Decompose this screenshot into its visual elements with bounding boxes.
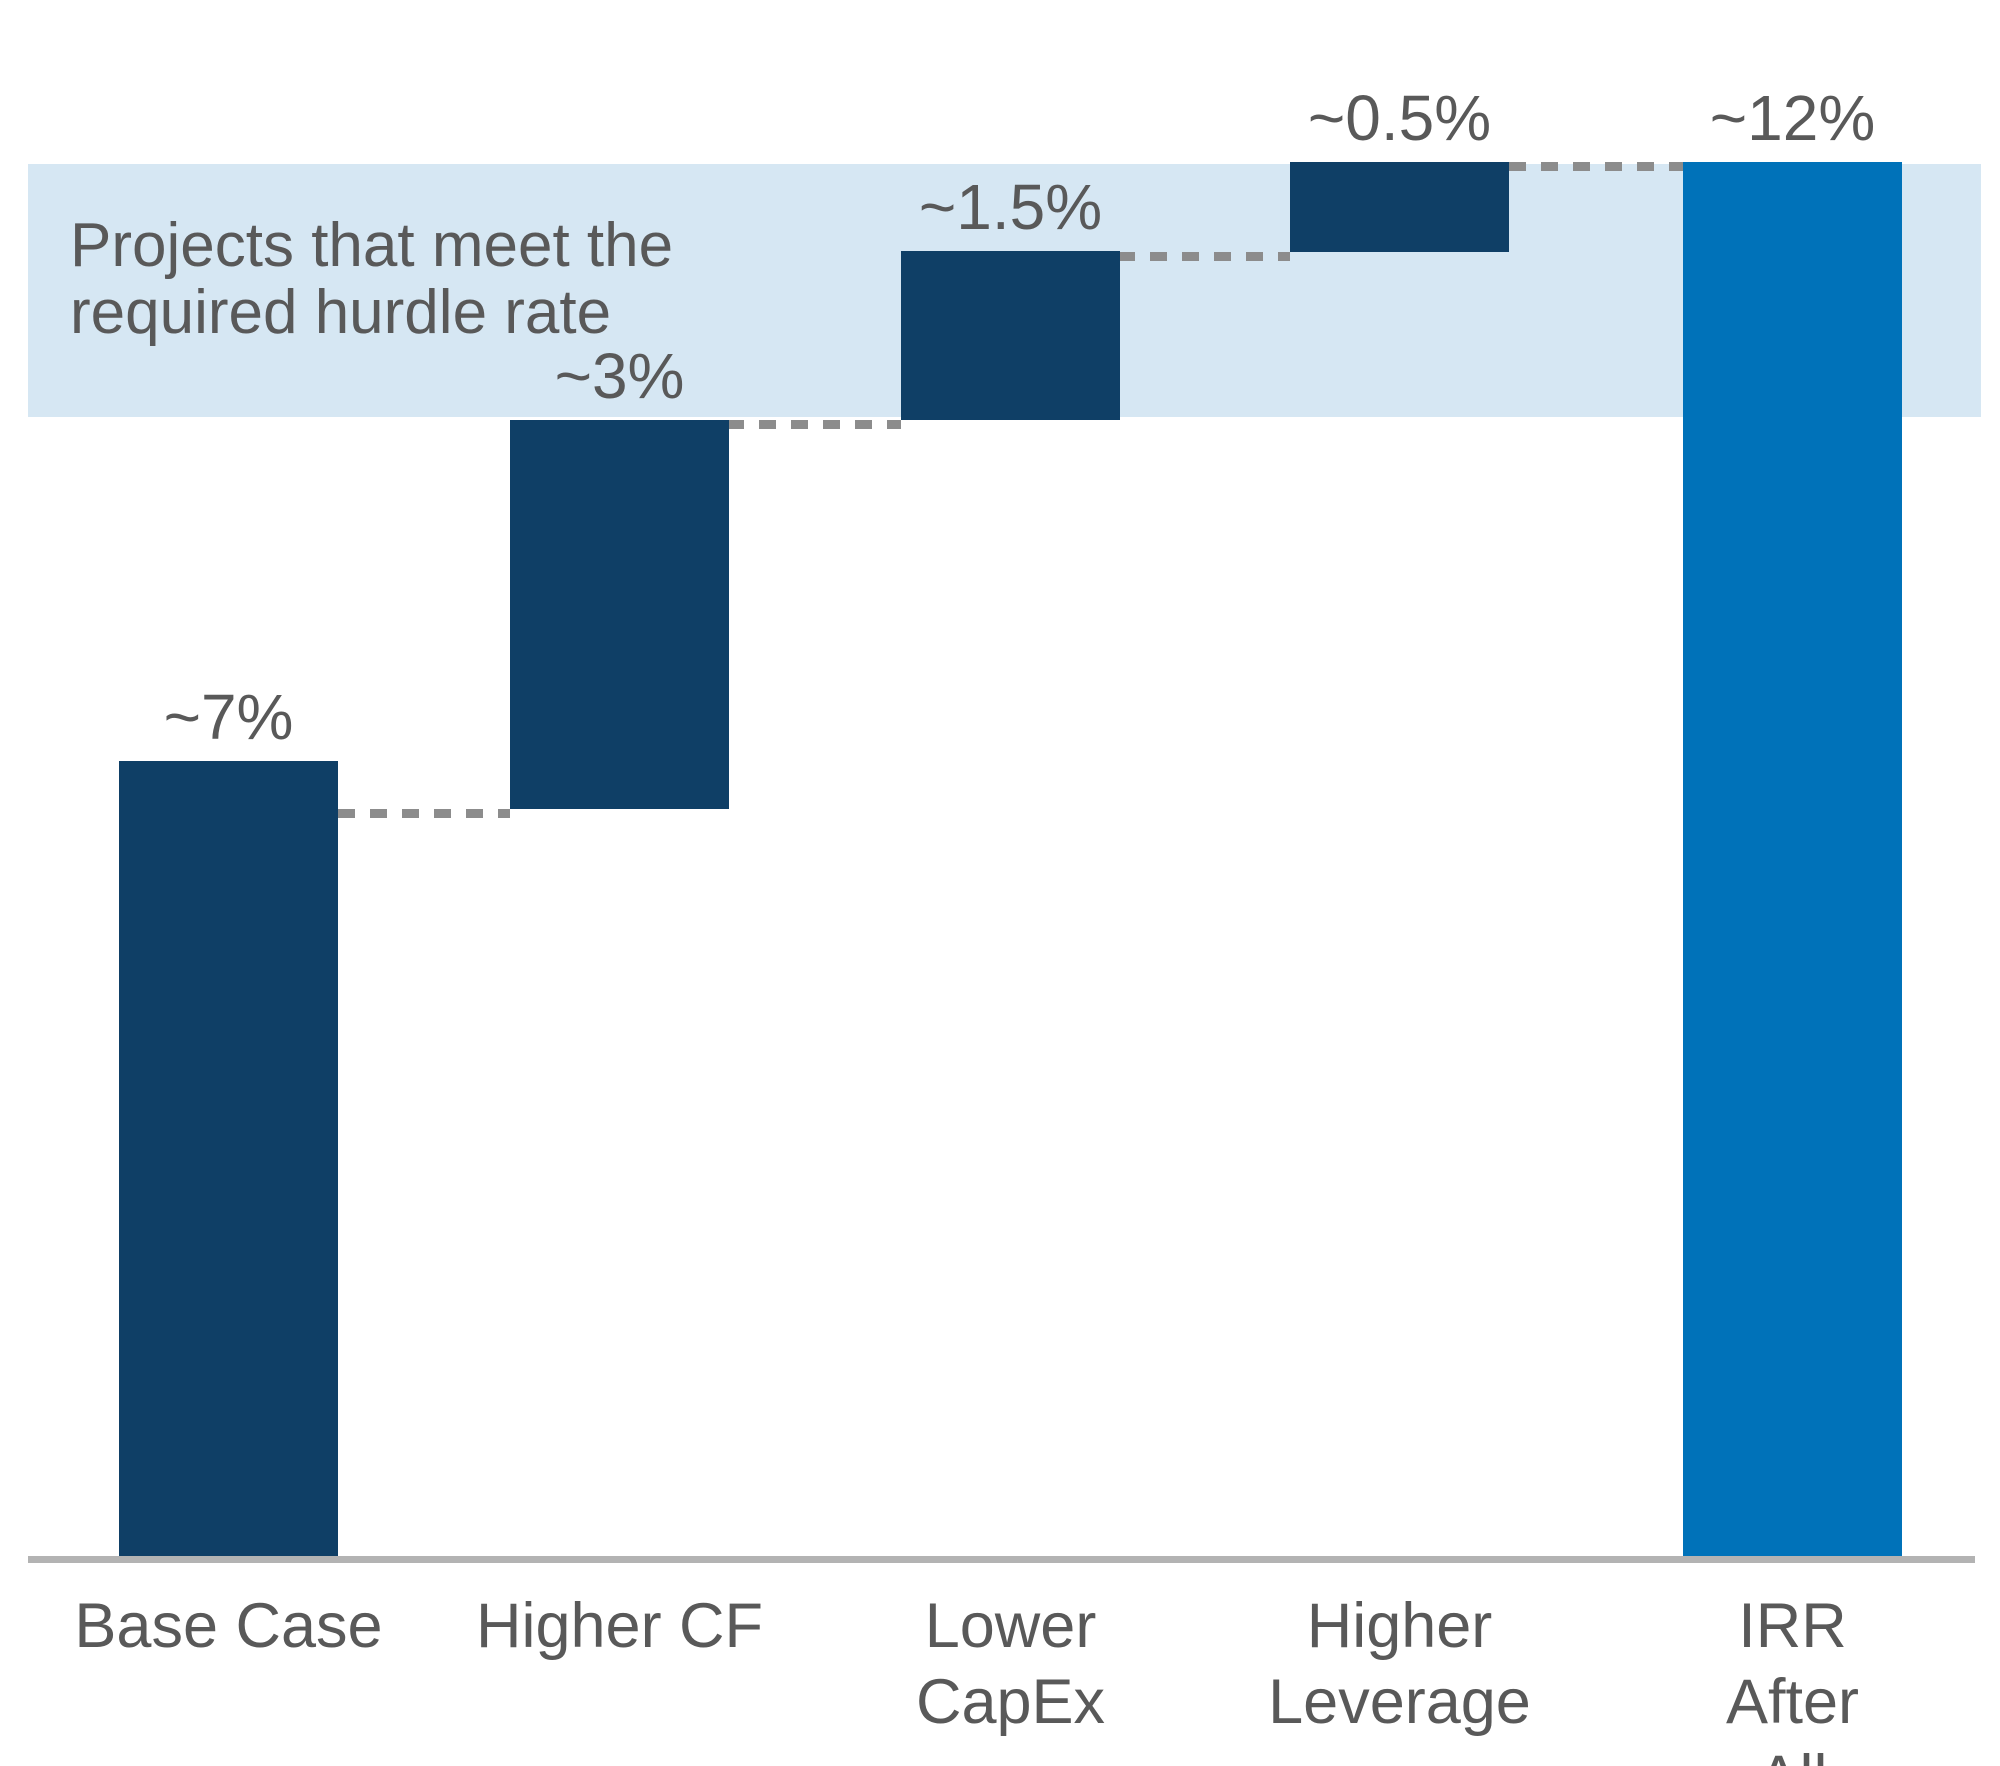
x-axis-line (28, 1556, 1975, 1563)
category-label-base-case: Base Case (74, 1591, 383, 1661)
bar-lower-capex (901, 251, 1120, 420)
value-label-higher-leverage: ~0.5% (1307, 82, 1492, 154)
connector-dashed-line-4 (1509, 162, 1683, 171)
bar-irr-after-all-adjust (1683, 162, 1902, 1556)
category-label-higher-cf: Higher CF (475, 1591, 764, 1661)
bar-higher-cf (510, 420, 729, 809)
connector-dashed-line-1 (338, 809, 510, 818)
bar-higher-leverage (1290, 162, 1509, 252)
category-label-higher-leverage: Higher Leverage (1268, 1591, 1531, 1737)
connector-dashed-line-3 (1118, 252, 1290, 261)
hurdle-annotation: Projects that meet the required hurdle r… (70, 211, 674, 347)
value-label-base-case: ~7% (163, 681, 294, 753)
value-label-lower-capex: ~1.5% (918, 171, 1103, 243)
connector-dashed-line-2 (727, 420, 901, 429)
value-label-irr-after-all-adjust: ~12% (1709, 82, 1876, 154)
bar-base-case (119, 761, 338, 1556)
value-label-higher-cf: ~3% (554, 340, 685, 412)
category-label-irr-after-all-adjust: IRR After All Adjust. (1725, 1591, 1860, 1766)
category-label-lower-capex: Lower CapEx (915, 1591, 1106, 1737)
